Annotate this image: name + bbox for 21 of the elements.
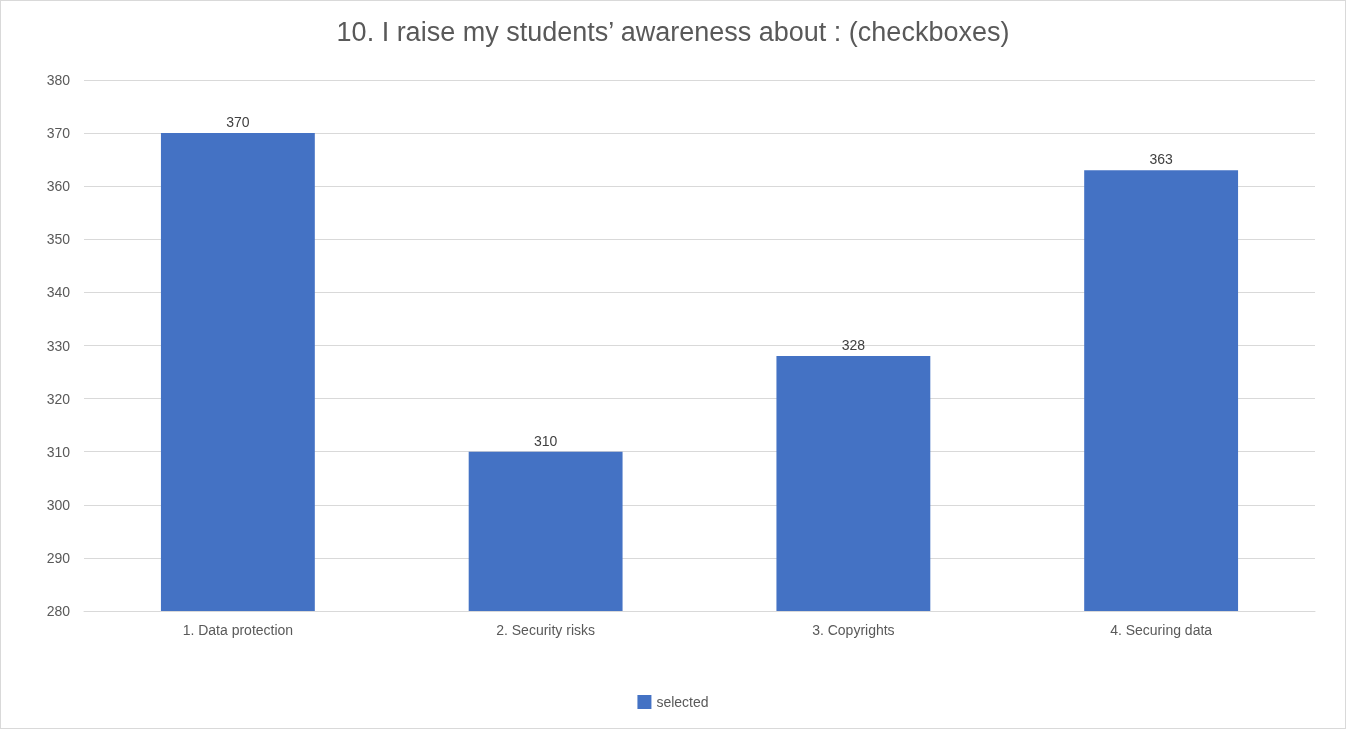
y-tick-label: 350 xyxy=(46,231,71,248)
y-tick-label: 330 xyxy=(46,337,71,354)
y-tick-label: 380 xyxy=(46,72,71,88)
x-tick-label: 2. Security risks xyxy=(496,622,596,638)
x-tick-label: 4. Securing data xyxy=(1110,622,1213,638)
chart-title: 10. I raise my students’ awareness about : (checkboxes) xyxy=(336,16,1010,47)
y-tick-label: 320 xyxy=(46,390,71,407)
y-tick-label: 310 xyxy=(46,443,71,460)
x-tick-label: 1. Data protection xyxy=(182,622,294,638)
y-tick-label: 370 xyxy=(46,125,71,142)
data-label: 328 xyxy=(841,337,866,354)
y-tick-label: 360 xyxy=(46,178,71,195)
data-label: 363 xyxy=(1149,151,1174,168)
legend-label: selected xyxy=(656,694,709,710)
y-tick-label: 280 xyxy=(46,603,71,619)
x-tick-label: 3. Copyrights xyxy=(812,622,895,638)
y-tick-label: 290 xyxy=(46,549,71,566)
y-tick-label: 300 xyxy=(46,496,71,513)
y-tick-label: 340 xyxy=(46,284,71,301)
data-label: 310 xyxy=(533,432,558,449)
data-label: 370 xyxy=(226,114,250,131)
